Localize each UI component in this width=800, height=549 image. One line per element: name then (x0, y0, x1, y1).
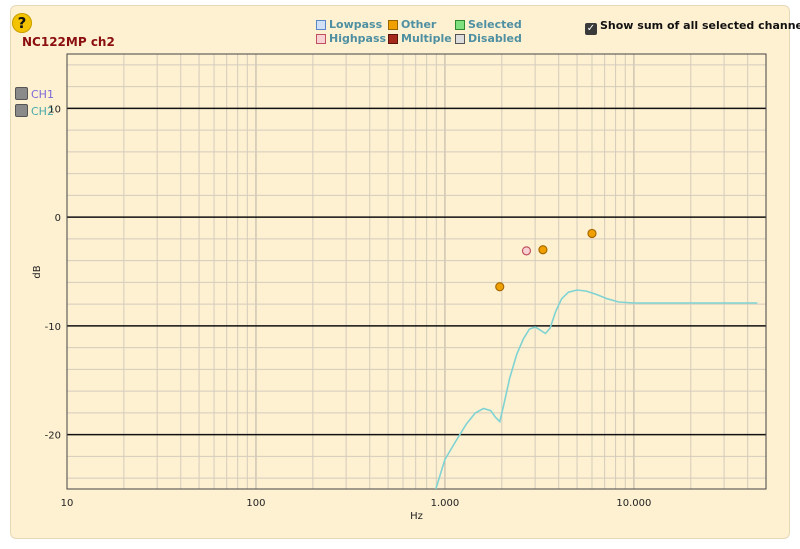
filter-point[interactable] (587, 228, 597, 239)
plot-frame (66, 53, 767, 490)
x-tick-label: 10.000 (616, 498, 651, 509)
filter-point[interactable] (538, 245, 548, 255)
legend-swatch (388, 20, 398, 30)
legend-selected: Selected (455, 18, 522, 31)
legend-label: Highpass (329, 32, 387, 45)
y-axis-label: dB (32, 265, 43, 278)
x-tick-label: 100 (246, 498, 265, 509)
y-tick-label: 10 (48, 104, 61, 115)
legend-disabled: Disabled (455, 32, 522, 45)
legend-label: Multiple (401, 32, 452, 45)
legend-label: Lowpass (329, 18, 383, 31)
chart-title: NC122MP ch2 (22, 35, 115, 49)
legend-swatch (388, 34, 398, 44)
show-sum-label: Show sum of all selected channels (600, 19, 800, 32)
x-tick-label: 1.000 (431, 498, 460, 509)
legend-label: Other (401, 18, 437, 31)
legend-label: Selected (468, 18, 522, 31)
legend-swatch (316, 34, 326, 44)
legend-swatch (455, 20, 465, 30)
filter-point[interactable] (521, 246, 532, 256)
legend-multiple: Multiple (388, 32, 452, 45)
legend-lowpass: Lowpass (316, 18, 382, 31)
filter-point[interactable] (495, 282, 505, 292)
x-tick-label: 10 (61, 498, 74, 509)
channel-label: CH2 (31, 105, 54, 118)
legend-label: Disabled (468, 32, 522, 45)
checkmark-icon[interactable]: ✓ (585, 23, 597, 35)
y-tick-label: 0 (55, 213, 61, 224)
legend-swatch (316, 20, 326, 30)
y-tick-label: -20 (45, 431, 61, 442)
show-sum-checkbox[interactable]: ✓ Show sum of all selected channels (585, 19, 800, 35)
legend-swatch (455, 34, 465, 44)
channel-checkbox-icon[interactable] (15, 87, 28, 100)
response-curve-line (435, 289, 758, 490)
channel-checkbox-icon[interactable] (15, 104, 28, 117)
legend-highpass: Highpass (316, 32, 386, 45)
channel-toggle-ch1[interactable]: CH1 (15, 87, 54, 101)
channel-toggle-ch2[interactable]: CH2 (15, 104, 54, 118)
x-axis-label: Hz (410, 511, 423, 522)
chart-panel (10, 5, 790, 539)
y-tick-label: -10 (45, 322, 61, 333)
help-button[interactable]: ? (12, 13, 32, 33)
legend-other: Other (388, 18, 436, 31)
channel-label: CH1 (31, 88, 54, 101)
